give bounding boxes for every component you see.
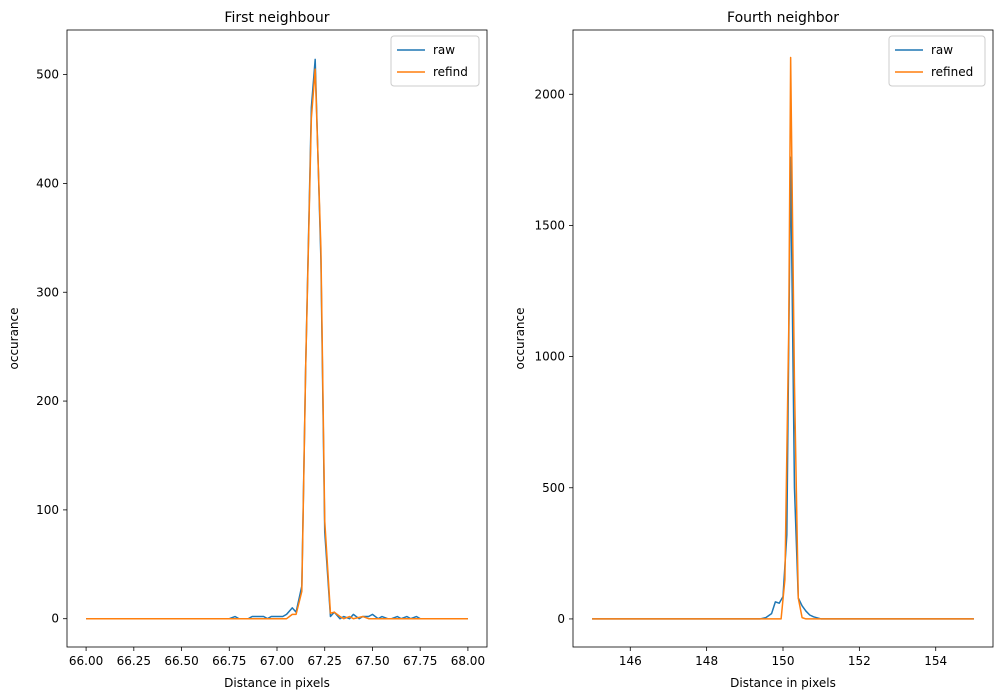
y-tick-label: 2000 <box>534 87 565 101</box>
x-tick-label: 66.25 <box>117 654 151 668</box>
chart-title: Fourth neighbor <box>727 10 839 26</box>
y-axis-label: occurance <box>7 307 21 369</box>
chart-fourth-neighbor: 146 148 150 152 154 0 500 1000 1500 2000 Fourth ne… <box>513 10 994 690</box>
y-tick-label: 400 <box>36 176 59 190</box>
legend-label-refind: refind <box>433 65 468 79</box>
x-tick-label: 67.25 <box>308 654 342 668</box>
y-tick-label: 1000 <box>534 350 565 364</box>
y-tick-label: 1500 <box>534 218 565 232</box>
x-tick-label: 68.00 <box>451 654 485 668</box>
x-tick-label: 148 <box>695 654 718 668</box>
x-tick-label: 67.50 <box>355 654 389 668</box>
x-tick-label: 154 <box>924 654 947 668</box>
x-tick-label: 67.00 <box>260 654 294 668</box>
series-line-refind <box>86 68 468 620</box>
legend-label-refined: refined <box>931 65 973 79</box>
chart-title: First neighbour <box>224 10 329 26</box>
y-tick-label: 500 <box>36 68 59 82</box>
x-axis-label: Distance in pixels <box>224 676 330 690</box>
y-tick-label: 0 <box>51 612 59 626</box>
x-tick-label: 67.75 <box>403 654 437 668</box>
legend-label-raw: raw <box>433 43 455 57</box>
legend-box <box>888 35 986 87</box>
legend-box <box>390 35 480 87</box>
y-tick-label: 500 <box>542 481 565 495</box>
y-axis-label: occurance <box>513 307 527 369</box>
chart-first-neighbour: 66.00 66.25 66.50 66.75 67.00 67.25 67.50 67.75… <box>7 10 488 690</box>
legend: raw refined <box>888 35 986 87</box>
x-tick-label: 150 <box>772 654 795 668</box>
x-tick-label: 66.00 <box>69 654 103 668</box>
legend-label-raw: raw <box>931 43 953 57</box>
y-tick-label: 0 <box>557 612 565 626</box>
y-tick-label: 100 <box>36 503 59 517</box>
y-tick-label: 200 <box>36 394 59 408</box>
x-axis-label: Distance in pixels <box>730 676 836 690</box>
y-tick-label: 300 <box>36 285 59 299</box>
series-line-refined <box>592 56 974 620</box>
legend: raw refind <box>390 35 480 87</box>
x-tick-label: 146 <box>619 654 642 668</box>
x-tick-label: 66.50 <box>164 654 198 668</box>
x-tick-label: 66.75 <box>212 654 246 668</box>
x-tick-label: 152 <box>848 654 871 668</box>
